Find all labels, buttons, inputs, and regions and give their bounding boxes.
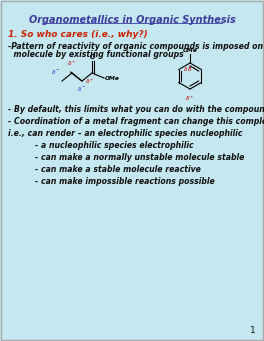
Text: -Pattern of reactivity of organic compounds is imposed on: -Pattern of reactivity of organic compou… — [8, 42, 263, 51]
Text: - By default, this limits what you can do with the compound: - By default, this limits what you can d… — [8, 105, 264, 114]
Text: molecule by existing functional groups: molecule by existing functional groups — [8, 50, 184, 59]
Text: - a nucleophilic species electrophilic: - a nucleophilic species electrophilic — [35, 141, 194, 150]
Text: O: O — [90, 54, 96, 60]
Text: $\delta^-$: $\delta^-$ — [51, 68, 61, 76]
Text: - can make a stable molecule reactive: - can make a stable molecule reactive — [35, 165, 201, 174]
Text: - can make a normally unstable molecule stable: - can make a normally unstable molecule … — [35, 153, 244, 162]
Text: $\delta^+$: $\delta^+$ — [183, 65, 192, 74]
Text: $\delta^-$: $\delta^-$ — [77, 85, 87, 93]
Text: 1. So who cares (i.e., why?): 1. So who cares (i.e., why?) — [8, 30, 148, 39]
Text: OMe: OMe — [105, 75, 120, 80]
Text: i.e., can render – an electrophilic species nucleophilic: i.e., can render – an electrophilic spec… — [8, 129, 243, 138]
Text: - Coordination of a metal fragment can change this completely: - Coordination of a metal fragment can c… — [8, 117, 264, 126]
Text: 1: 1 — [250, 326, 256, 335]
Text: OMe: OMe — [183, 48, 197, 53]
Text: - can make impossible reactions possible: - can make impossible reactions possible — [35, 177, 215, 186]
Text: $\delta^+$: $\delta^+$ — [85, 77, 95, 86]
Text: $\delta^+$: $\delta^+$ — [67, 59, 77, 68]
Text: $\delta^+$: $\delta^+$ — [185, 94, 195, 103]
Text: Organometallics in Organic Synthesis: Organometallics in Organic Synthesis — [29, 15, 235, 25]
Text: $\delta^+$: $\delta^+$ — [187, 65, 197, 74]
